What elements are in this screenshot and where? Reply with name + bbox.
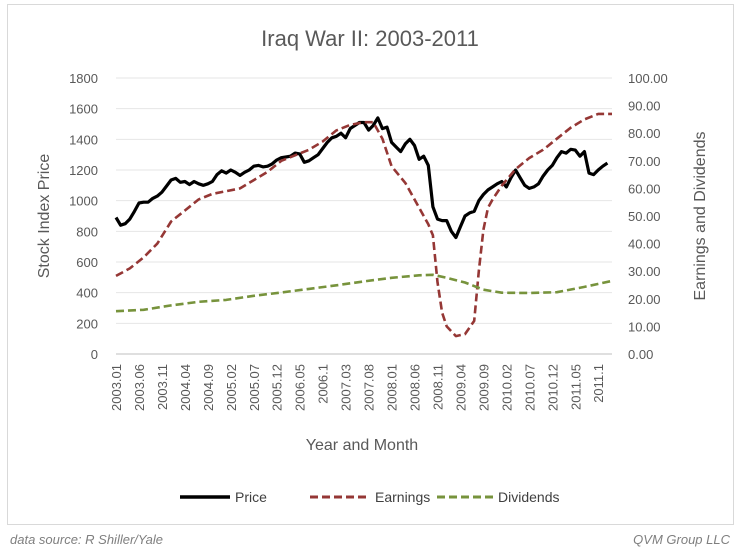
right-tick-label: 60.00 (628, 181, 661, 196)
left-tick-label: 200 (76, 316, 98, 331)
x-tick-label: 2007.03 (339, 364, 354, 411)
data-source-note: data source: R Shiller/Yale (10, 532, 163, 547)
right-axis-title: Earnings and Dividends (692, 132, 709, 301)
left-tick-label: 1200 (69, 163, 98, 178)
left-tick-label: 400 (76, 286, 98, 301)
chart-frame (7, 4, 734, 525)
x-tick-label: 2009.04 (453, 364, 468, 411)
x-tick-label: 2005.07 (247, 364, 262, 411)
x-tick-label: 2008.11 (430, 364, 445, 410)
right-axis-ticks: 0.00 10.00 20.00 30.00 40.00 50.00 60.00 70.00 8… (628, 71, 668, 362)
x-tick-label: 2004.04 (178, 364, 193, 411)
legend-label-dividends: Dividends (498, 489, 559, 505)
right-tick-label: 20.00 (628, 292, 661, 307)
x-tick-label: 2010.02 (499, 364, 514, 411)
x-tick-label: 2003.11 (155, 364, 170, 410)
left-tick-label: 1400 (69, 132, 98, 147)
x-tick-label: 2005.02 (224, 364, 239, 411)
x-tick-label: 2010.12 (545, 364, 560, 411)
x-tick-label: 2003.06 (132, 364, 147, 411)
x-tick-label: 2003.01 (109, 364, 124, 411)
legend-label-price: Price (235, 489, 267, 505)
chart-title: Iraq War II: 2003-2011 (261, 26, 479, 51)
x-tick-label: 2008.01 (385, 364, 400, 411)
x-tick-label: 2006.1 (316, 364, 331, 404)
legend: Price Earnings Dividends (180, 489, 559, 505)
right-tick-label: 40.00 (628, 237, 661, 252)
right-tick-label: 10.00 (628, 319, 661, 334)
left-axis-ticks: 0 200 400 600 800 1000 1200 1400 1600 1800 (69, 71, 98, 362)
right-tick-label: 50.00 (628, 209, 661, 224)
x-axis-title: Year and Month (306, 437, 418, 454)
x-axis-ticks: 2003.01 2003.06 2003.11 2004.04 2004.09 2005.… (109, 364, 606, 411)
x-tick-label: 2005.12 (270, 364, 285, 411)
left-axis-title: Stock Index Price (36, 154, 53, 279)
right-tick-label: 80.00 (628, 126, 661, 141)
gridlines (116, 77, 612, 355)
credit-note: QVM Group LLC (633, 532, 730, 547)
x-tick-label: 2011.1 (591, 364, 606, 403)
right-tick-label: 30.00 (628, 264, 661, 279)
x-tick-label: 2011.05 (568, 364, 583, 410)
series-line-earnings (115, 112, 612, 338)
right-tick-label: 100.00 (628, 71, 668, 86)
left-tick-label: 600 (76, 255, 98, 270)
x-tick-label: 2009.09 (476, 364, 491, 411)
series-line-dividends (115, 273, 613, 313)
x-tick-label: 2007.08 (362, 364, 377, 411)
x-tick-label: 2006.05 (293, 364, 308, 411)
x-tick-label: 2008.06 (408, 364, 423, 411)
x-tick-label: 2010.07 (522, 364, 537, 411)
left-tick-label: 800 (76, 224, 98, 239)
left-tick-label: 1000 (69, 194, 98, 209)
right-tick-label: 90.00 (628, 99, 661, 114)
right-tick-label: 70.00 (628, 154, 661, 169)
right-tick-label: 0.00 (628, 347, 653, 362)
series-line-price (114, 116, 609, 240)
x-tick-label: 2004.09 (201, 364, 216, 411)
legend-label-earnings: Earnings (375, 489, 430, 505)
left-tick-label: 1600 (69, 102, 98, 117)
left-tick-label: 1800 (69, 71, 98, 86)
series-layer (114, 112, 613, 338)
left-tick-label: 0 (91, 347, 98, 362)
